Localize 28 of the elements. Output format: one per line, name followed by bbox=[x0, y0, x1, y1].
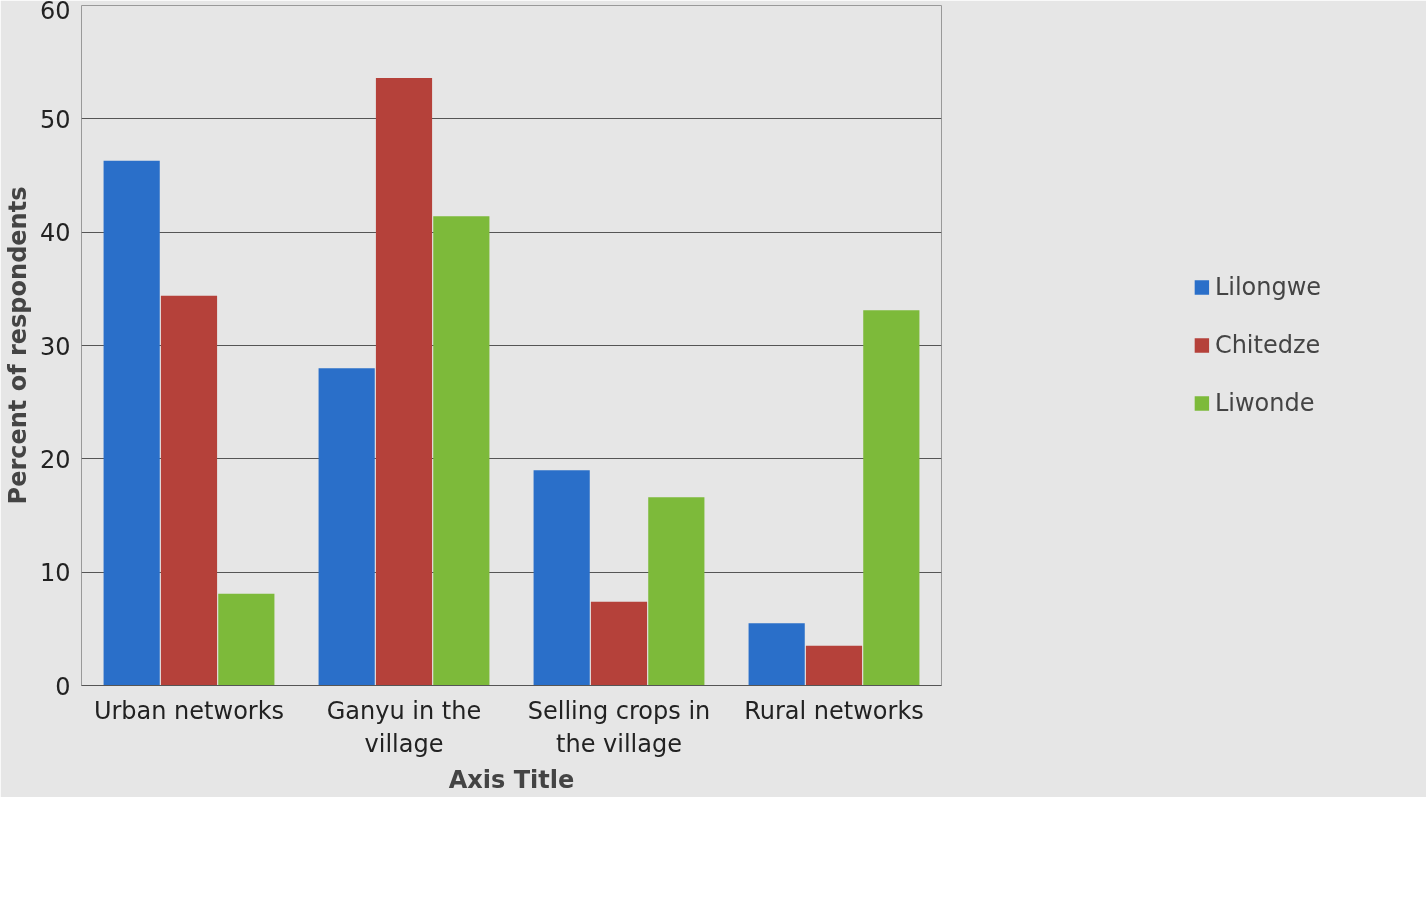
bar bbox=[433, 216, 490, 686]
y-tick-label: 60 bbox=[39, 0, 71, 25]
bar bbox=[805, 645, 863, 686]
y-tick-label: 50 bbox=[39, 105, 71, 134]
bar bbox=[318, 368, 375, 686]
legend-label: Lilongwe bbox=[1214, 273, 1322, 301]
y-axis-title: Percent of respondents bbox=[3, 186, 32, 505]
x-tick-label: Rural networks bbox=[744, 696, 924, 725]
y-tick-label: 0 bbox=[55, 672, 71, 701]
y-tick-label: 30 bbox=[39, 332, 71, 361]
bar bbox=[218, 593, 275, 686]
bar bbox=[375, 78, 433, 686]
y-tick-label: 40 bbox=[39, 219, 71, 248]
x-tick-label: Ganyu in the village bbox=[326, 696, 482, 759]
bar bbox=[863, 310, 920, 686]
y-tick-label: 20 bbox=[39, 445, 71, 474]
x-axis-title: Axis Title bbox=[448, 766, 575, 795]
bar bbox=[748, 623, 805, 686]
legend-label: Chitedze bbox=[1214, 331, 1321, 359]
bar bbox=[590, 601, 648, 686]
bar bbox=[533, 470, 590, 686]
x-tick-label: Urban networks bbox=[93, 696, 285, 725]
bar bbox=[160, 295, 218, 686]
bar bbox=[648, 497, 705, 686]
bar bbox=[103, 160, 160, 686]
y-tick-label: 10 bbox=[39, 559, 71, 588]
x-tick-label: Selling crops in the village bbox=[527, 696, 711, 759]
legend-label: Liwonde bbox=[1214, 389, 1315, 417]
